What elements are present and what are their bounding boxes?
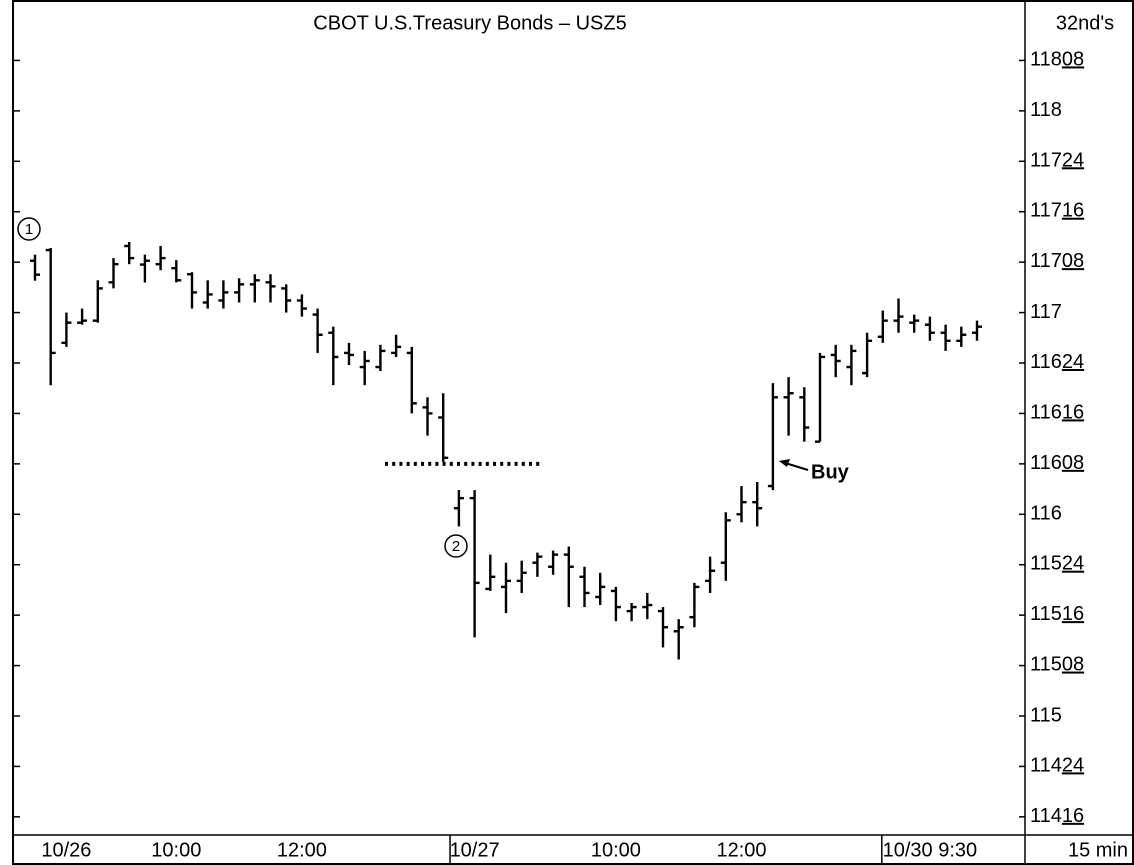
- x-tick-label: 10:00: [151, 839, 201, 861]
- y-tick-label: 11524: [1030, 553, 1084, 575]
- frame: [12, 0, 1134, 865]
- annotation-circle: [444, 534, 468, 558]
- y-tick-label: 11608: [1030, 452, 1084, 474]
- x-tick-label: 10/26: [41, 839, 91, 861]
- y-tick-label: 11516: [1030, 603, 1084, 625]
- annotation-arrowhead: [779, 459, 790, 467]
- y-tick-label: 116: [1030, 503, 1062, 525]
- y-tick-label: 118: [1030, 99, 1062, 121]
- annotation-circle: [17, 217, 41, 241]
- y-unit-label: 32nd's: [1056, 12, 1114, 34]
- y-tick-label: 115: [1030, 704, 1062, 726]
- x-tick-label: 12:00: [277, 839, 327, 861]
- annotation: 2: [452, 538, 460, 555]
- y-tick-label: 11508: [1030, 654, 1084, 676]
- chart-title: CBOT U.S.Treasury Bonds – USZ5: [313, 12, 626, 34]
- x-tick-label: 10/27: [450, 839, 500, 861]
- y-tick-label: 11716: [1030, 200, 1084, 222]
- interval-label: 15 min: [1068, 839, 1128, 861]
- x-tick-label: 10:00: [591, 839, 641, 861]
- y-tick-label: 11708: [1030, 250, 1084, 272]
- x-tick-label: 12:00: [716, 839, 766, 861]
- y-tick-label: 11724: [1030, 150, 1084, 172]
- y-tick-label: 11616: [1030, 402, 1084, 424]
- y-tick-label: 117: [1030, 301, 1062, 323]
- y-tick-label: 11624: [1030, 351, 1084, 373]
- y-tick-label: 11808: [1030, 49, 1084, 71]
- y-tick-label: 11424: [1030, 755, 1084, 777]
- annotation: Buy: [811, 461, 850, 483]
- x-tick-label: 10/30 9:30: [883, 839, 978, 861]
- annotation: 1: [25, 221, 33, 238]
- y-tick-label: 11416: [1030, 805, 1084, 827]
